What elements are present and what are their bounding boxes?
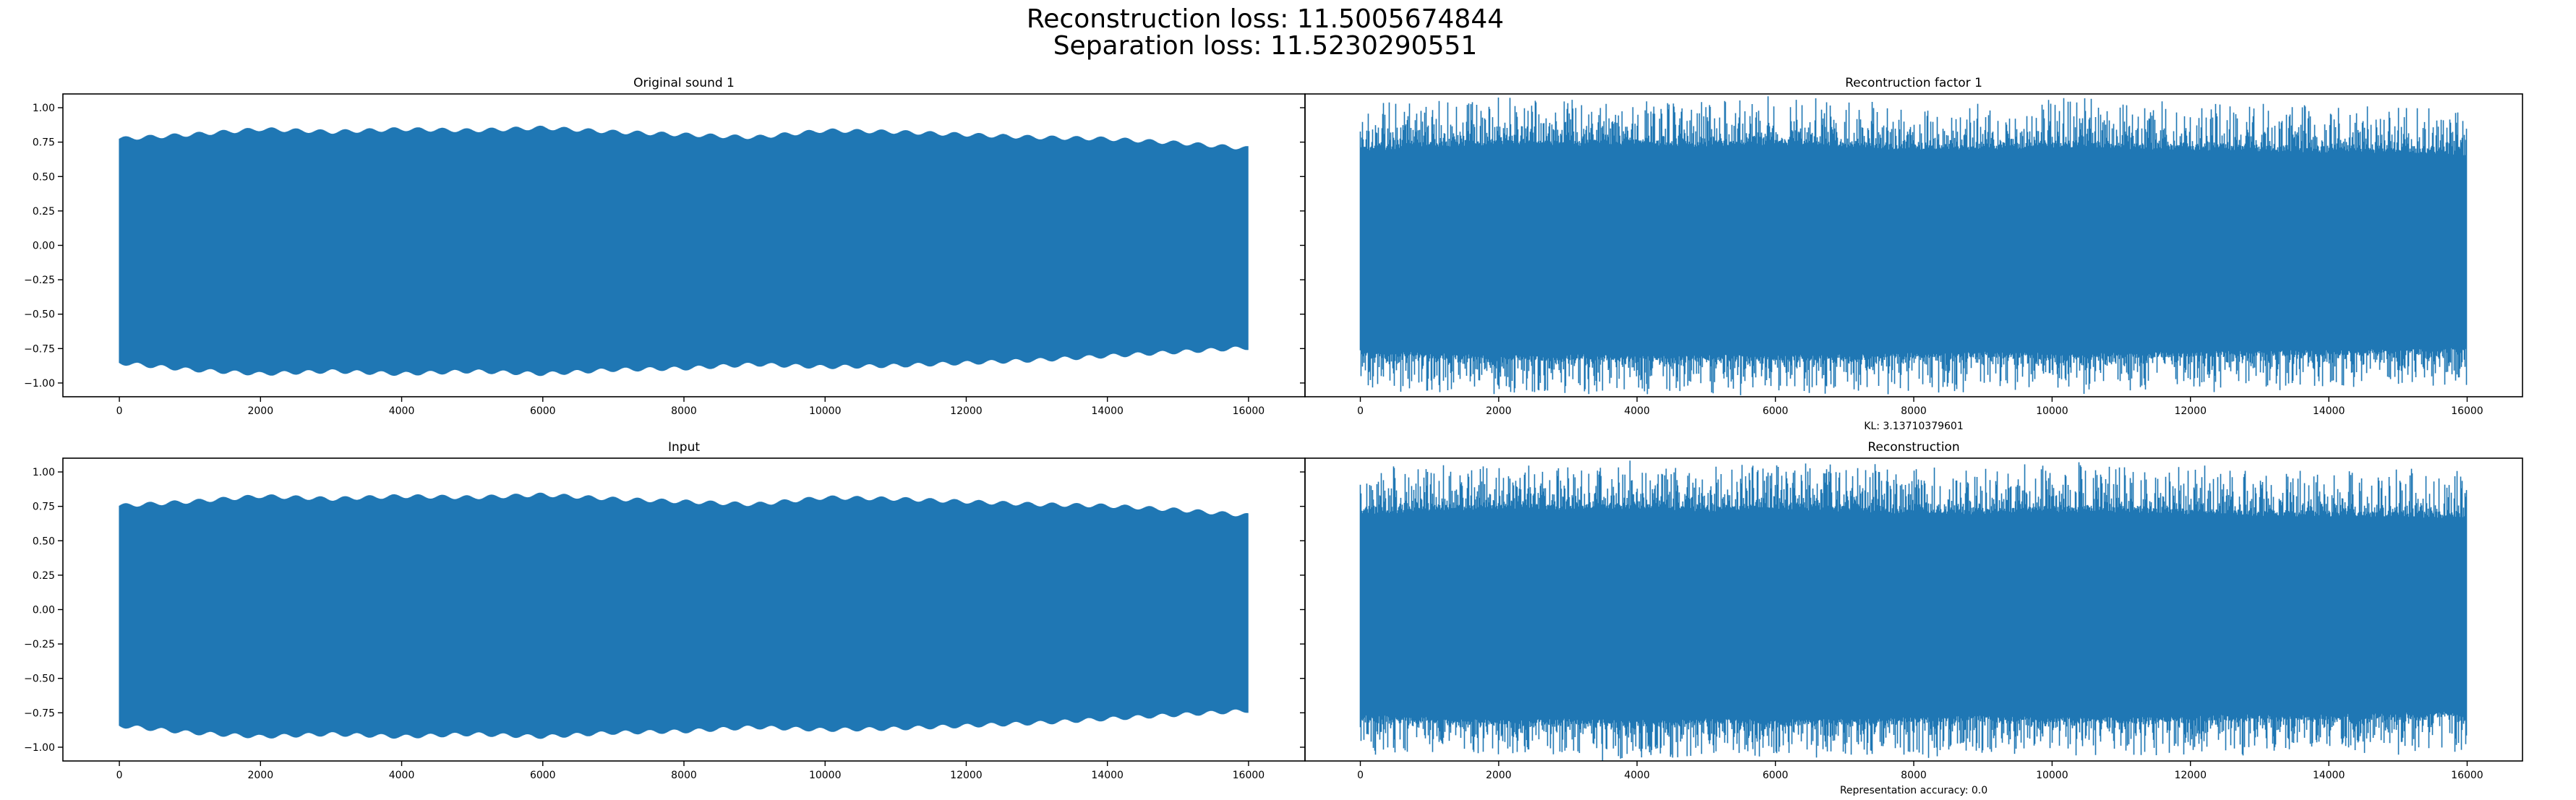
x-tick-label-orig-2000: 2000 <box>247 405 273 417</box>
x-tick-label-orig-6000: 6000 <box>530 405 556 417</box>
x-tick-label-orig-8000: 8000 <box>671 405 697 417</box>
y-tick-label-orig-8: 1.00 <box>33 103 55 114</box>
x-tick-label-recon-16000: 16000 <box>2451 770 2483 781</box>
subplot-input: Input 0 2000 4000 6000 8000 10000 12000 14000 160… <box>24 440 1306 781</box>
waveform-series-orig <box>119 125 1249 377</box>
y-tick-label-orig-4: 0.00 <box>33 241 55 252</box>
y-tick-label-orig-2: −0.50 <box>24 309 55 321</box>
x-tick-label-orig-4000: 4000 <box>389 405 415 417</box>
x-tick-label-recfac-0: 0 <box>1357 405 1364 417</box>
y-tick-label-orig-0: −1.00 <box>24 378 55 390</box>
x-tick-label-recon-6000: 6000 <box>1763 770 1789 781</box>
x-tick-label-recfac-10000: 10000 <box>2036 405 2068 417</box>
x-tick-label-recon-12000: 12000 <box>2174 770 2207 781</box>
x-tick-label-orig-16000: 16000 <box>1233 405 1265 417</box>
subplot-recfac: Recontruction factor 1 0 2000 4000 6000 8000 1… <box>1300 76 2523 432</box>
x-tick-label-recfac-14000: 14000 <box>2313 405 2345 417</box>
x-tick-label-orig-0: 0 <box>116 405 123 417</box>
y-tick-label-input-0: −1.00 <box>24 742 55 754</box>
x-tick-label-recon-14000: 14000 <box>2313 770 2345 781</box>
x-tick-label-input-12000: 12000 <box>950 770 983 781</box>
y-tick-label-input-7: 0.75 <box>33 502 55 513</box>
x-tick-label-recon-10000: 10000 <box>2036 770 2068 781</box>
y-tick-label-input-3: −0.25 <box>24 639 55 650</box>
y-tick-label-orig-3: −0.25 <box>24 275 55 286</box>
x-tick-label-input-8000: 8000 <box>671 770 697 781</box>
x-tick-label-orig-12000: 12000 <box>950 405 983 417</box>
y-tick-label-input-6: 0.50 <box>33 536 55 547</box>
x-tick-label-recon-8000: 8000 <box>1901 770 1927 781</box>
y-tick-label-input-4: 0.00 <box>33 605 55 616</box>
x-tick-label-input-16000: 16000 <box>1233 770 1265 781</box>
y-tick-label-input-8: 1.00 <box>33 467 55 478</box>
subplot-title-recfac: Recontruction factor 1 <box>1845 76 1982 90</box>
y-tick-label-input-1: −0.75 <box>24 707 55 719</box>
subplot-orig: Original sound 1 0 2000 4000 6000 8000 10000 12… <box>24 76 1306 417</box>
subplot-title-recon: Reconstruction <box>1867 440 1959 455</box>
x-tick-label-recfac-8000: 8000 <box>1901 405 1927 417</box>
waveform-series-input <box>119 492 1249 739</box>
subplots: Original sound 1 0 2000 4000 6000 8000 10000 12… <box>24 76 2523 796</box>
x-tick-label-recon-4000: 4000 <box>1624 770 1650 781</box>
x-tick-label-orig-14000: 14000 <box>1091 405 1124 417</box>
y-tick-label-input-2: −0.50 <box>24 674 55 685</box>
subplot-recon: Reconstruction 0 2000 4000 6000 8000 10000 1200… <box>1300 440 2523 796</box>
subplot-title-input: Input <box>668 440 700 455</box>
x-tick-label-recon-0: 0 <box>1357 770 1364 781</box>
x-tick-label-input-14000: 14000 <box>1091 770 1124 781</box>
x-axis-label-recon: Representation accuracy: 0.0 <box>1840 785 1987 796</box>
waveform-series-recfac <box>1359 96 2468 395</box>
subplot-title-orig: Original sound 1 <box>633 76 735 90</box>
x-tick-label-recfac-4000: 4000 <box>1624 405 1650 417</box>
x-tick-label-orig-10000: 10000 <box>809 405 842 417</box>
x-tick-label-input-0: 0 <box>116 770 123 781</box>
x-tick-label-input-6000: 6000 <box>530 770 556 781</box>
waveform-series-recon <box>1359 460 2468 761</box>
y-tick-label-orig-7: 0.75 <box>33 137 55 149</box>
x-tick-label-recfac-12000: 12000 <box>2174 405 2207 417</box>
y-tick-label-orig-1: −0.75 <box>24 343 55 355</box>
x-tick-label-recon-2000: 2000 <box>1486 770 1512 781</box>
x-tick-label-input-10000: 10000 <box>809 770 842 781</box>
x-tick-label-recfac-16000: 16000 <box>2451 405 2483 417</box>
x-axis-label-recfac: KL: 3.13710379601 <box>1864 421 1963 432</box>
x-tick-label-input-2000: 2000 <box>247 770 273 781</box>
y-tick-label-orig-6: 0.50 <box>33 171 55 183</box>
y-tick-label-orig-5: 0.25 <box>33 206 55 218</box>
suptitle-line-1: Reconstruction loss: 11.5005674844 <box>1027 4 1504 34</box>
y-tick-label-input-5: 0.25 <box>33 570 55 582</box>
x-tick-label-input-4000: 4000 <box>389 770 415 781</box>
x-tick-label-recfac-6000: 6000 <box>1763 405 1789 417</box>
suptitle-line-2: Separation loss: 11.5230290551 <box>1053 31 1478 61</box>
x-tick-label-recfac-2000: 2000 <box>1486 405 1512 417</box>
